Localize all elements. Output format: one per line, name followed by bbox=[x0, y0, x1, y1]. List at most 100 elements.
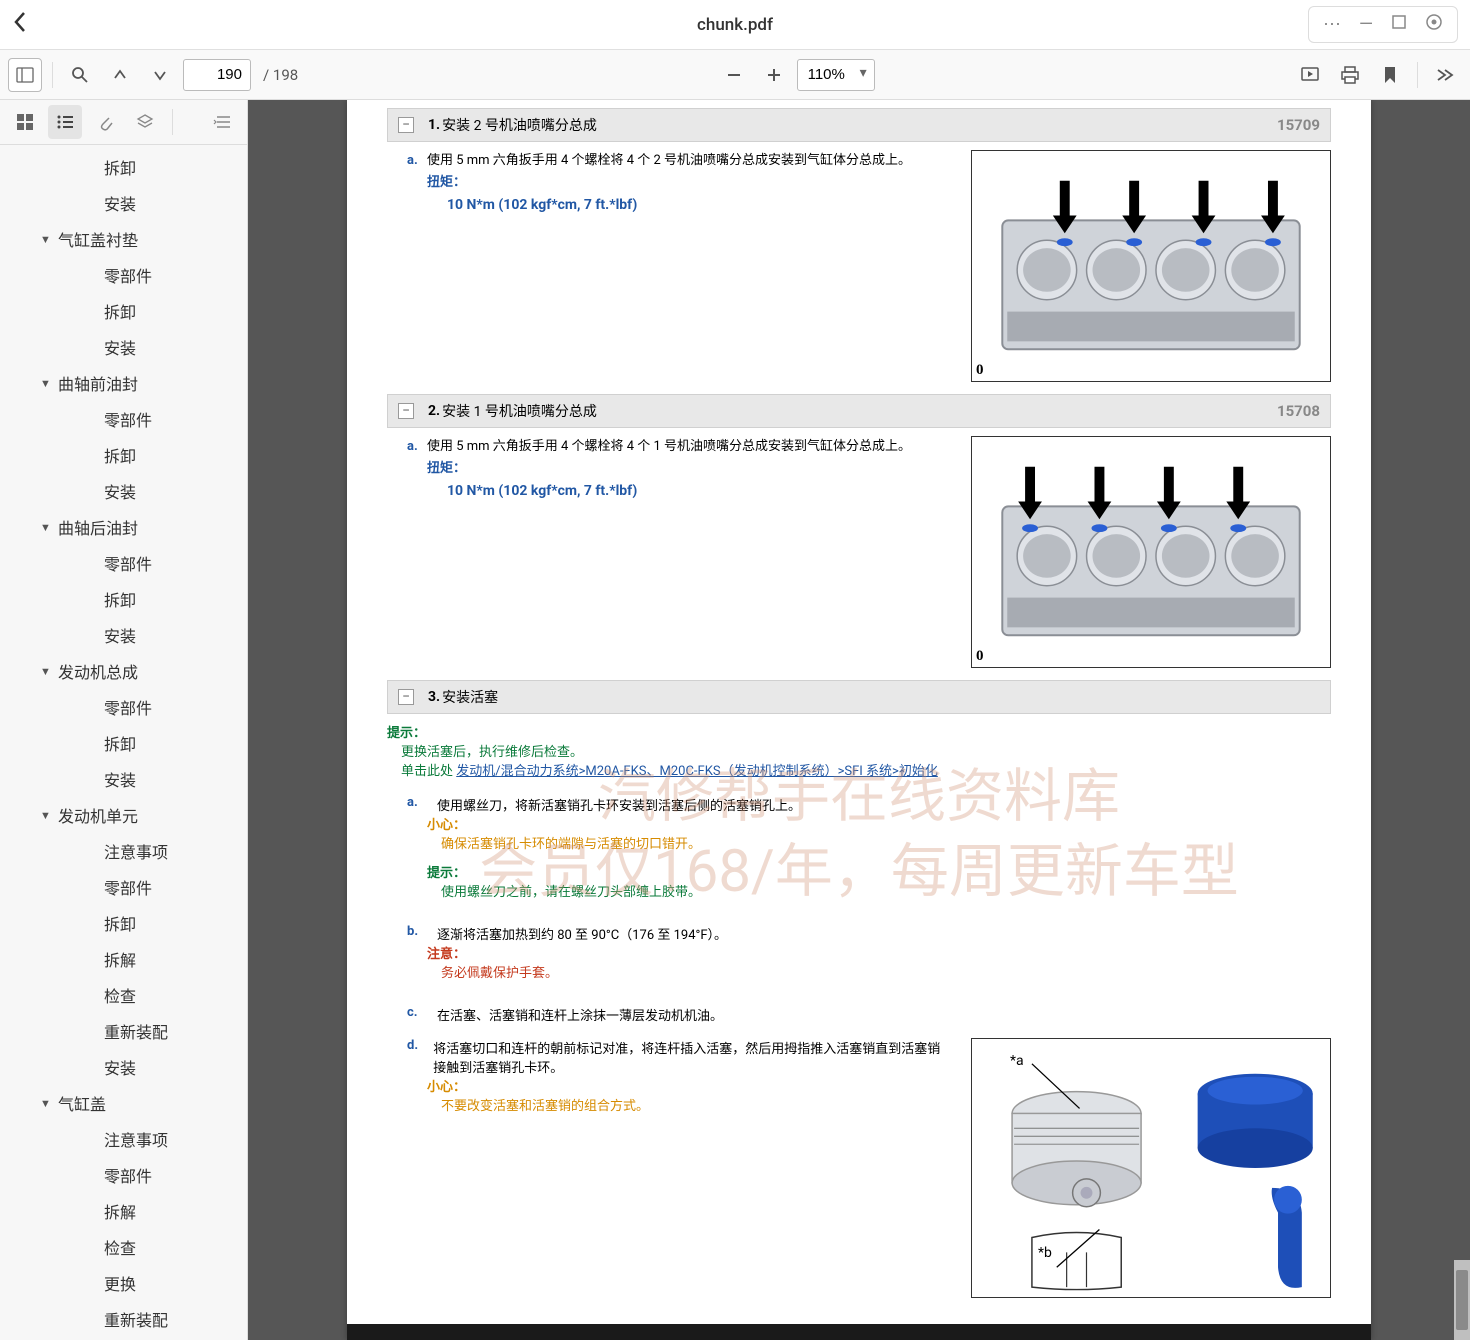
outline-item[interactable]: 零部件 bbox=[0, 257, 247, 293]
outline-item[interactable]: 零部件 bbox=[0, 545, 247, 581]
torque-value: 10 N*m (102 kgf*cm, 7 ft.*lbf) bbox=[447, 194, 951, 218]
outline-options-button[interactable] bbox=[205, 105, 239, 139]
zoom-out-button[interactable] bbox=[717, 58, 751, 92]
thumbnails-tab[interactable] bbox=[8, 105, 42, 139]
window-controls: ⋯ — bbox=[1308, 6, 1458, 43]
scrollbar-thumb[interactable] bbox=[1456, 1270, 1468, 1330]
outline-item[interactable]: 检查 bbox=[0, 977, 247, 1013]
prev-page-button[interactable] bbox=[103, 58, 137, 92]
outline-item[interactable]: 注意事项 bbox=[0, 833, 247, 869]
print-button[interactable] bbox=[1333, 58, 1367, 92]
step-3-d-text: 将活塞切口和连杆的朝前标记对准，将连杆插入活塞，然后用拇指推入活塞销直到活塞销接… bbox=[433, 1038, 951, 1076]
page-number-input[interactable] bbox=[183, 59, 251, 91]
next-page-button[interactable] bbox=[143, 58, 177, 92]
outline-item[interactable]: 拆卸 bbox=[0, 437, 247, 473]
bookmark-button[interactable] bbox=[1373, 58, 1407, 92]
outline-label: 气缸盖 bbox=[58, 1091, 106, 1115]
figure-label-b: *b bbox=[1038, 1245, 1052, 1261]
step-header-1[interactable]: − 1. 安装 2 号机油喷嘴分总成 15709 bbox=[387, 108, 1331, 142]
scrollbar[interactable] bbox=[1454, 1260, 1470, 1340]
outline-item[interactable]: 安装 bbox=[0, 1049, 247, 1085]
outline-item[interactable]: 更换 bbox=[0, 1265, 247, 1301]
toggle-sidebar-button[interactable] bbox=[8, 58, 42, 92]
tree-toggle-icon[interactable]: ▼ bbox=[40, 665, 54, 678]
outline-item[interactable]: 安装 bbox=[0, 617, 247, 653]
outline-item[interactable]: 安装 bbox=[0, 185, 247, 221]
tools-button[interactable] bbox=[1428, 58, 1462, 92]
outline-item[interactable]: 拆卸 bbox=[0, 725, 247, 761]
outline-item[interactable]: 零部件 bbox=[0, 689, 247, 725]
outline-label: 零部件 bbox=[104, 1163, 152, 1187]
more-icon[interactable]: ⋯ bbox=[1323, 14, 1341, 35]
outline-item[interactable]: ▼曲轴后油封 bbox=[0, 509, 247, 545]
outline-item[interactable]: 拆卸 bbox=[0, 905, 247, 941]
separator bbox=[1417, 62, 1418, 88]
outline-item[interactable]: 零部件 bbox=[0, 1157, 247, 1193]
content-area[interactable]: − 1. 安装 2 号机油喷嘴分总成 15709 a.使用 5 mm 六角扳手用… bbox=[248, 100, 1470, 1340]
step-code: 15708 bbox=[1277, 402, 1320, 420]
outline-label: 安装 bbox=[104, 191, 136, 215]
procedure-link[interactable]: 发动机/混合动力系统>M20A-FKS、M20C-FKS（发动机控制系统）>SF… bbox=[456, 764, 938, 779]
outline-item[interactable]: 零部件 bbox=[0, 401, 247, 437]
presentation-button[interactable] bbox=[1293, 58, 1327, 92]
outline-item[interactable]: 安装 bbox=[0, 329, 247, 365]
outline-item[interactable]: 拆解 bbox=[0, 1193, 247, 1229]
outline-item[interactable]: ▼发动机单元 bbox=[0, 797, 247, 833]
outline-item[interactable]: 注意事项 bbox=[0, 1121, 247, 1157]
step-3-c-text: 在活塞、活塞销和连杆上涂抹一薄层发动机机油。 bbox=[437, 1005, 723, 1024]
outline-item[interactable]: ▼发动机总成 bbox=[0, 653, 247, 689]
tree-toggle-icon[interactable]: ▼ bbox=[40, 233, 54, 246]
attachments-tab[interactable] bbox=[88, 105, 122, 139]
sub-letter: a. bbox=[407, 150, 427, 172]
outline-label: 拆解 bbox=[104, 947, 136, 971]
outline-item[interactable]: ▼曲轴前油封 bbox=[0, 365, 247, 401]
step-2-figure: 0 bbox=[971, 436, 1331, 668]
step-3-b: b.逐渐将活塞加热到约 80 至 90°C（176 至 194°F）。 注意： … bbox=[407, 924, 1331, 981]
figure-label-a: *a bbox=[1010, 1053, 1024, 1069]
collapse-icon[interactable]: − bbox=[398, 403, 414, 419]
step-title: 安装 2 号机油喷嘴分总成 bbox=[442, 115, 597, 135]
outline-tree: 拆卸安装▼气缸盖衬垫零部件拆卸安装▼曲轴前油封零部件拆卸安装▼曲轴后油封零部件拆… bbox=[0, 145, 247, 1340]
figure-corner-label: 0 bbox=[976, 648, 984, 665]
outline-item[interactable]: 检查 bbox=[0, 1229, 247, 1265]
target-icon[interactable] bbox=[1425, 13, 1443, 36]
outline-item[interactable]: 零部件 bbox=[0, 869, 247, 905]
toolbar: / 198 110% bbox=[0, 50, 1470, 100]
outline-item[interactable]: 拆卸 bbox=[0, 293, 247, 329]
outline-label: 拆卸 bbox=[104, 443, 136, 467]
maximize-icon[interactable] bbox=[1391, 14, 1407, 35]
zoom-select[interactable]: 110% bbox=[797, 59, 875, 91]
minimize-icon[interactable]: — bbox=[1359, 14, 1373, 35]
tree-toggle-icon[interactable]: ▼ bbox=[40, 809, 54, 822]
warn-label: 注意： bbox=[427, 943, 1331, 962]
tree-toggle-icon[interactable]: ▼ bbox=[40, 1097, 54, 1110]
step-header-2[interactable]: − 2. 安装 1 号机油喷嘴分总成 15708 bbox=[387, 394, 1331, 428]
step-3-d-figure: *a *b bbox=[971, 1038, 1331, 1298]
outline-item[interactable]: 重新装配 bbox=[0, 1301, 247, 1337]
back-icon[interactable] bbox=[12, 10, 36, 40]
sub-letter: a. bbox=[407, 795, 427, 814]
step-3-b-text: 逐渐将活塞加热到约 80 至 90°C（176 至 194°F）。 bbox=[437, 924, 727, 943]
layers-tab[interactable] bbox=[128, 105, 162, 139]
search-button[interactable] bbox=[63, 58, 97, 92]
outline-item[interactable]: 拆解 bbox=[0, 941, 247, 977]
step-1-a-text: 使用 5 mm 六角扳手用 4 个螺栓将 4 个 2 号机油喷嘴分总成安装到气缸… bbox=[427, 153, 911, 168]
outline-item[interactable]: 安装 bbox=[0, 473, 247, 509]
outline-item[interactable]: 拆卸 bbox=[0, 149, 247, 185]
outline-item[interactable]: 拆卸 bbox=[0, 581, 247, 617]
collapse-icon[interactable]: − bbox=[398, 689, 414, 705]
tree-toggle-icon[interactable]: ▼ bbox=[40, 521, 54, 534]
outline-item[interactable]: 重新装配 bbox=[0, 1013, 247, 1049]
outline-item[interactable]: ▼ 气缸盖 bbox=[0, 1085, 247, 1121]
zoom-in-button[interactable] bbox=[757, 58, 791, 92]
outline-item[interactable]: 安装 bbox=[0, 761, 247, 797]
sub-letter: b. bbox=[407, 924, 427, 943]
page-total-label: / 198 bbox=[263, 66, 298, 84]
step-header-3[interactable]: − 3. 安装活塞 bbox=[387, 680, 1331, 714]
outline-tab[interactable] bbox=[48, 105, 82, 139]
tree-toggle-icon[interactable]: ▼ bbox=[40, 377, 54, 390]
step-3-c: c.在活塞、活塞销和连杆上涂抹一薄层发动机机油。 bbox=[407, 1005, 1331, 1024]
figure-corner-label: 0 bbox=[976, 362, 984, 379]
outline-item[interactable]: ▼气缸盖衬垫 bbox=[0, 221, 247, 257]
collapse-icon[interactable]: − bbox=[398, 117, 414, 133]
